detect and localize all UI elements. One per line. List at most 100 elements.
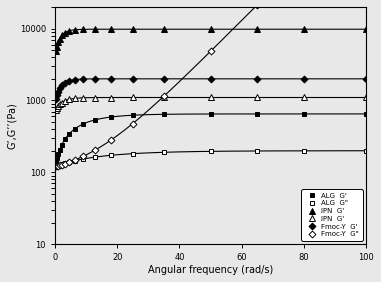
IPN  G'	[162, 28, 166, 31]
Fmoc-Y  G'	[93, 77, 98, 81]
Fmoc-Y  G'	[81, 77, 85, 81]
Fmoc-Y  G'	[59, 83, 64, 87]
IPN  G'	[81, 28, 85, 31]
Line: ALG  G": ALG G"	[53, 148, 368, 169]
ALG  G'	[131, 114, 135, 117]
IPN  G'	[131, 28, 135, 31]
ALG  G"	[109, 154, 113, 157]
ALG  G"	[58, 163, 62, 167]
IPN  G'	[81, 96, 85, 100]
Fmoc-Y  G"	[162, 94, 166, 98]
IPN  G'	[364, 96, 368, 99]
IPN  G'	[59, 34, 64, 37]
IPN  G'	[56, 105, 61, 108]
Fmoc-Y  G"	[81, 155, 85, 158]
ALG  G'	[302, 112, 306, 116]
ALG  G'	[208, 112, 213, 116]
ALG  G"	[162, 151, 166, 154]
IPN  G'	[73, 28, 77, 31]
ALG  G'	[67, 132, 71, 136]
ALG  G"	[59, 162, 64, 166]
IPN  G'	[54, 108, 58, 111]
ALG  G"	[255, 149, 259, 153]
ALG  G'	[255, 112, 259, 116]
Fmoc-Y  G"	[73, 158, 77, 162]
ALG  G'	[58, 148, 62, 151]
ALG  G"	[73, 159, 77, 162]
ALG  G"	[67, 160, 71, 164]
ALG  G"	[56, 164, 61, 167]
Fmoc-Y  G'	[364, 77, 368, 81]
Fmoc-Y  G"	[56, 164, 61, 168]
ALG  G"	[302, 149, 306, 153]
ALG  G"	[54, 164, 59, 168]
IPN  G'	[67, 98, 71, 101]
ALG  G'	[162, 113, 166, 116]
IPN  G'	[364, 28, 368, 31]
IPN  G'	[255, 96, 259, 99]
Fmoc-Y  G'	[109, 77, 113, 81]
ALG  G'	[54, 160, 58, 164]
ALG  G"	[93, 155, 98, 159]
IPN  G'	[58, 103, 62, 106]
IPN  G'	[54, 45, 59, 48]
IPN  G'	[59, 101, 64, 104]
Fmoc-Y  G'	[54, 93, 59, 97]
ALG  G"	[81, 157, 85, 161]
Fmoc-Y  G"	[255, 3, 259, 6]
Line: ALG  G': ALG G'	[53, 111, 368, 165]
Fmoc-Y  G'	[58, 87, 62, 90]
ALG  G'	[109, 115, 113, 119]
ALG  G'	[56, 152, 61, 156]
ALG  G'	[59, 143, 64, 146]
IPN  G'	[73, 97, 77, 100]
Fmoc-Y  G"	[131, 122, 135, 125]
Fmoc-Y  G'	[255, 77, 259, 81]
ALG  G'	[73, 127, 77, 130]
IPN  G'	[62, 31, 67, 34]
Fmoc-Y  G'	[62, 81, 67, 84]
Fmoc-Y  G"	[58, 164, 62, 167]
IPN  G'	[93, 96, 98, 99]
IPN  G'	[131, 96, 135, 99]
Line: IPN  G': IPN G'	[53, 26, 369, 54]
Fmoc-Y  G'	[67, 79, 71, 82]
Y-axis label: G’,G’’(Pa): G’,G’’(Pa)	[7, 102, 17, 149]
ALG  G'	[81, 122, 85, 126]
IPN  G'	[58, 37, 62, 40]
ALG  G"	[54, 165, 58, 168]
Fmoc-Y  G'	[56, 90, 61, 93]
IPN  G'	[162, 96, 166, 99]
Fmoc-Y  G"	[54, 165, 58, 168]
IPN  G'	[93, 28, 98, 31]
ALG  G'	[54, 157, 59, 160]
IPN  G'	[56, 41, 61, 44]
ALG  G"	[208, 150, 213, 153]
IPN  G'	[208, 96, 213, 99]
IPN  G'	[62, 99, 67, 103]
Line: Fmoc-Y  G': Fmoc-Y G'	[53, 76, 368, 101]
ALG  G'	[364, 112, 368, 116]
Fmoc-Y  G'	[208, 77, 213, 81]
ALG  G"	[131, 152, 135, 155]
ALG  G"	[364, 149, 368, 153]
Fmoc-Y  G"	[62, 162, 67, 165]
IPN  G'	[208, 28, 213, 31]
IPN  G'	[54, 106, 59, 110]
Fmoc-Y  G"	[67, 160, 71, 164]
Fmoc-Y  G'	[162, 77, 166, 81]
Line: IPN  G': IPN G'	[53, 94, 369, 113]
ALG  G'	[62, 138, 67, 141]
Fmoc-Y  G'	[302, 77, 306, 81]
ALG  G"	[62, 162, 67, 165]
IPN  G'	[109, 28, 113, 31]
IPN  G'	[255, 28, 259, 31]
Fmoc-Y  G"	[93, 148, 98, 152]
Line: Fmoc-Y  G": Fmoc-Y G"	[53, 0, 368, 169]
X-axis label: Angular frequency (rad/s): Angular frequency (rad/s)	[148, 265, 273, 275]
Fmoc-Y  G'	[54, 97, 58, 101]
Fmoc-Y  G'	[73, 78, 77, 81]
Fmoc-Y  G"	[109, 138, 113, 142]
IPN  G'	[67, 29, 71, 32]
IPN  G'	[302, 96, 306, 99]
